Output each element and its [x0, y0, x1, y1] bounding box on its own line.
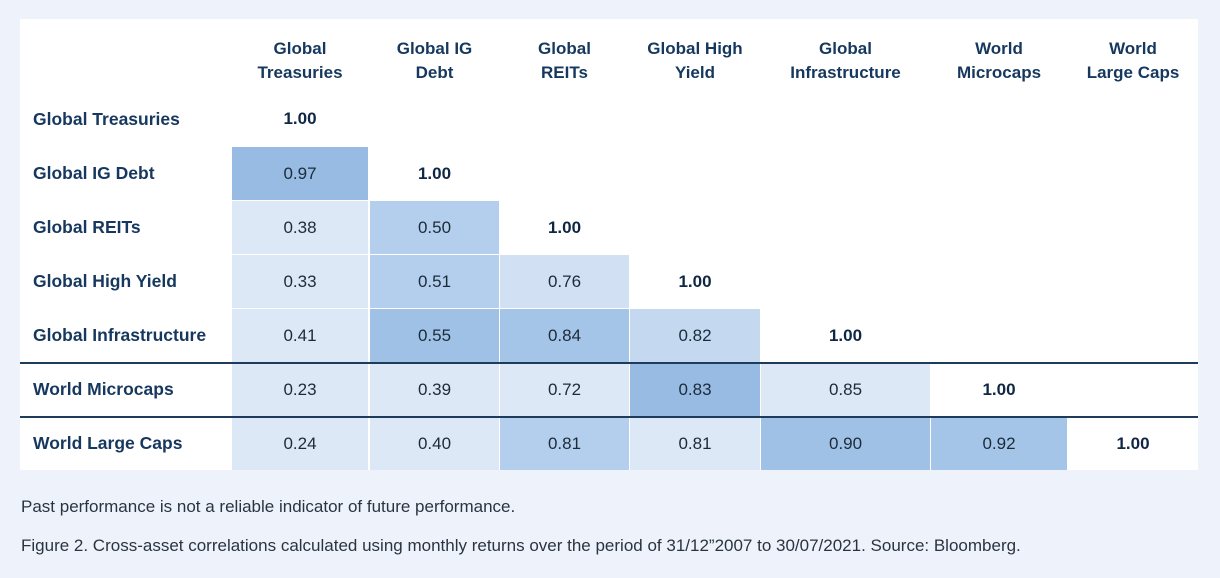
column-header-line: Global [273, 39, 327, 58]
correlation-cell: 0.55 [370, 309, 499, 362]
column-header: Global IG Debt [370, 33, 499, 89]
column-header-line: Global IG [396, 39, 473, 58]
column-header-line: Debt [415, 63, 454, 82]
correlation-cell: 0.97 [232, 147, 368, 200]
column-header-line: Global [819, 39, 872, 58]
correlation-cell: 0.72 [500, 363, 629, 416]
correlation-cell: 0.90 [761, 417, 930, 470]
row-label: World Microcaps [33, 379, 174, 399]
row-separator [20, 362, 1198, 364]
diagonal-cell: 1.00 [931, 363, 1067, 416]
column-header: World Microcaps [931, 33, 1067, 89]
column-header: Global High Yield [630, 33, 760, 89]
correlation-cell: 0.39 [370, 363, 499, 416]
correlation-cell: 0.50 [370, 201, 499, 254]
figure-caption: Figure 2. Cross-asset correlations calcu… [21, 536, 1021, 555]
correlation-cell: 0.82 [630, 309, 760, 362]
diagonal-cell: 1.00 [370, 147, 499, 200]
column-header-line: Yield [674, 63, 715, 82]
column-header-line: Treasuries [257, 63, 343, 82]
correlation-cell: 0.41 [232, 309, 368, 362]
footnote: Past performance is not a reliable indic… [21, 497, 516, 516]
row-label: Global REITs [33, 217, 141, 237]
correlation-cell: 0.85 [761, 363, 930, 416]
row-label: Global High Yield [33, 271, 177, 291]
column-header-line: Global High [647, 39, 743, 58]
row-separator [20, 416, 1198, 418]
correlation-cell: 0.33 [232, 255, 368, 308]
row-label: Global IG Debt [33, 163, 155, 183]
column-header-line: REITs [541, 63, 588, 82]
diagonal-cell: 1.00 [630, 255, 760, 308]
row-label: Global Treasuries [33, 108, 180, 129]
correlation-cell: 0.76 [500, 255, 629, 308]
column-header-line: Infrastructure [790, 63, 901, 82]
diagonal-cell: 1.00 [232, 92, 368, 146]
column-header: Global REITs [500, 33, 629, 89]
correlation-table: Global Treasuries Global IG Debt Global REITs… [20, 19, 1198, 470]
diagonal-cell: 1.00 [761, 309, 930, 362]
column-header-line: Global [538, 39, 591, 58]
column-header-line: Large Caps [1086, 63, 1180, 82]
correlation-cell: 0.92 [931, 417, 1067, 470]
column-header-line: World [975, 39, 1023, 58]
column-header: Global Treasuries [232, 33, 368, 89]
diagonal-cell: 1.00 [1068, 417, 1198, 470]
correlation-cell: 0.83 [630, 363, 760, 416]
correlation-cell: 0.81 [500, 417, 629, 470]
diagonal-cell: 1.00 [500, 201, 629, 254]
correlation-cell: 0.40 [370, 417, 499, 470]
column-header-line: World [1109, 39, 1157, 58]
column-header-line: Microcaps [956, 63, 1042, 82]
column-header: Global Infrastructure [761, 33, 930, 89]
column-header: World Large Caps [1068, 33, 1198, 89]
correlation-cell: 0.24 [232, 417, 368, 470]
row-label: World Large Caps [33, 433, 183, 453]
correlation-cell: 0.51 [370, 255, 499, 308]
correlation-cell: 0.84 [500, 309, 629, 362]
row-label: Global Infrastructure [33, 325, 207, 345]
correlation-cell: 0.38 [232, 201, 368, 254]
correlation-cell: 0.23 [232, 363, 368, 416]
correlation-cell: 0.81 [630, 417, 760, 470]
